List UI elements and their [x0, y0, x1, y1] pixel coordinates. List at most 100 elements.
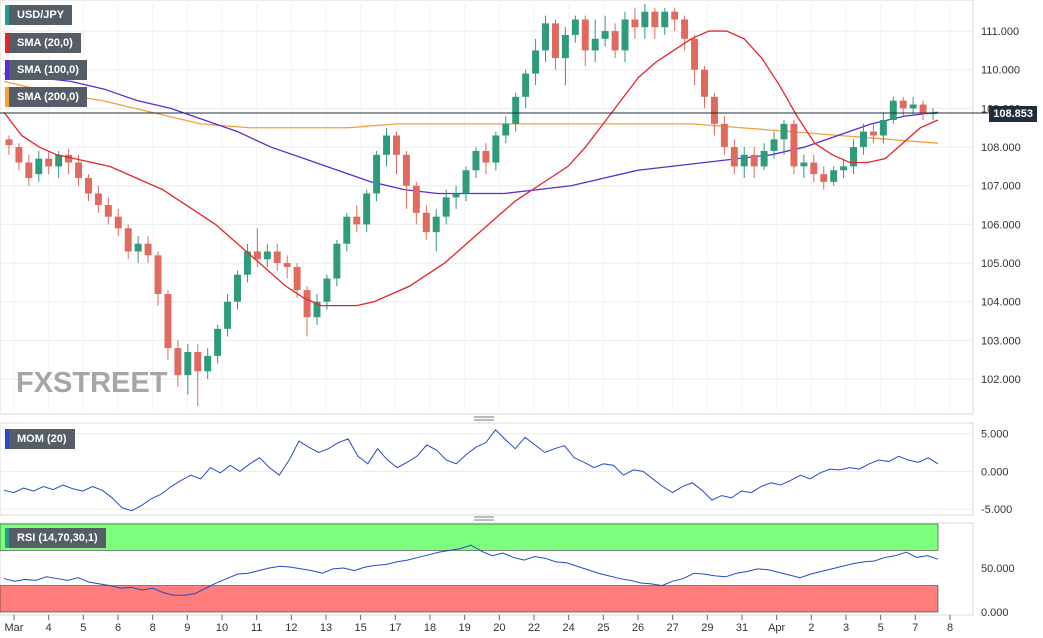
- x-tick-label: 9: [184, 622, 190, 634]
- sma-line: [3, 30, 939, 307]
- price-y-tick-label: 111.000: [981, 26, 1019, 38]
- candle-body: [542, 23, 549, 51]
- candle-body: [760, 150, 768, 167]
- x-tick-label: 4: [46, 622, 52, 634]
- candle-body: [114, 216, 122, 229]
- current-price-tag: 108.853: [989, 106, 1037, 122]
- candle-body: [75, 162, 82, 178]
- candle-body: [522, 73, 530, 97]
- x-tick-label: 26: [632, 622, 644, 634]
- candle-body: [243, 251, 251, 275]
- x-tick-label: 27: [667, 622, 679, 634]
- rsi-y-tick-label: 50.000: [981, 563, 1015, 575]
- legend-symbol[interactable]: USD/JPY: [5, 5, 73, 25]
- candle-body: [472, 150, 480, 171]
- legend-rsi[interactable]: RSI (14,70,30,1): [5, 528, 106, 548]
- x-tick-label: 18: [424, 622, 436, 634]
- panel-resize-handle-2[interactable]: [474, 516, 494, 518]
- candle-body: [432, 216, 440, 233]
- candle-body: [333, 243, 341, 279]
- candle-body: [869, 131, 877, 136]
- x-tick-label: 12: [285, 622, 297, 634]
- candle-body: [363, 193, 371, 225]
- candle-body: [35, 158, 43, 175]
- candle-body: [810, 162, 818, 175]
- candle-body: [323, 278, 331, 302]
- candle-body: [94, 193, 102, 206]
- candle-body: [850, 147, 858, 167]
- candle-body: [770, 139, 778, 151]
- legend-sma100[interactable]: SMA (100,0): [5, 60, 87, 80]
- candle-body: [681, 19, 689, 39]
- price-y-tick-label: 102.000: [981, 374, 1021, 386]
- candle-body: [144, 243, 152, 256]
- candle-body: [184, 352, 192, 376]
- x-tick-label: 8: [150, 622, 156, 634]
- candle-body: [15, 147, 23, 163]
- sma100-line: [3, 72, 939, 195]
- momentum-panel[interactable]: [0, 422, 974, 516]
- candle-body: [204, 355, 212, 372]
- candle-body: [353, 216, 361, 225]
- candle-body: [303, 290, 311, 318]
- candle-body: [174, 348, 182, 376]
- candle-body: [134, 243, 142, 252]
- x-tick-label: 3: [843, 622, 849, 634]
- x-tick-label: 2: [808, 622, 814, 634]
- legend-momentum[interactable]: MOM (20): [5, 429, 75, 449]
- candle-body: [899, 100, 907, 109]
- momentum-y-tick-label: 5.000: [981, 429, 1009, 441]
- x-tick-label: 15: [355, 622, 367, 634]
- candle-body: [452, 193, 460, 198]
- candle-body: [611, 31, 619, 51]
- candle-body: [601, 31, 609, 39]
- candle-body: [889, 100, 897, 120]
- candle-body: [124, 228, 132, 252]
- candle-body: [273, 251, 281, 264]
- x-tick-label: 5: [80, 622, 86, 634]
- candle-body: [293, 266, 301, 291]
- legend-sma20[interactable]: SMA (20,0): [5, 33, 81, 53]
- x-tick-label: 29: [701, 622, 713, 634]
- candle-body: [561, 34, 569, 59]
- candle-body: [551, 23, 559, 59]
- momentum-line: [3, 429, 939, 512]
- candle-body: [412, 185, 420, 213]
- rsi-polyline: [3, 544, 939, 596]
- x-tick-label: 22: [528, 622, 540, 634]
- price-y-tick-label: 103.000: [981, 335, 1021, 347]
- rsi-y-tick-label: 0.000: [981, 607, 1009, 619]
- candle-body: [214, 328, 222, 356]
- candle-body: [671, 11, 679, 20]
- candle-body: [661, 11, 669, 28]
- grid-lines: [0, 4, 973, 510]
- legend-sma200[interactable]: SMA (200,0): [5, 87, 87, 107]
- candle-body: [502, 123, 510, 136]
- sma-line: [3, 72, 939, 195]
- candle-body: [164, 294, 172, 349]
- candle-body: [860, 131, 867, 148]
- candle-body: [800, 162, 808, 167]
- candle-body: [84, 178, 92, 194]
- candle-body: [621, 19, 629, 51]
- x-tick-label: 24: [563, 622, 575, 634]
- sma20-line: [3, 30, 939, 307]
- x-tick-label: 7: [912, 622, 918, 634]
- momentum-y-tick-label: 0.000: [981, 466, 1009, 478]
- price-panel[interactable]: [0, 0, 974, 415]
- candle-body: [422, 212, 430, 233]
- candle-body: [820, 174, 828, 182]
- candle-body: [65, 154, 73, 163]
- watermark-text: FXSTREET: [16, 367, 168, 399]
- candle-body: [55, 154, 63, 167]
- candle-body: [25, 162, 33, 178]
- candle-body: [482, 150, 490, 163]
- panel-resize-handle-1[interactable]: [474, 416, 494, 418]
- candlesticks: [5, 4, 937, 407]
- candle-body: [730, 147, 738, 167]
- candle-body: [194, 352, 202, 372]
- candle-body: [253, 251, 261, 260]
- candle-body: [909, 104, 917, 109]
- candle-body: [780, 123, 788, 140]
